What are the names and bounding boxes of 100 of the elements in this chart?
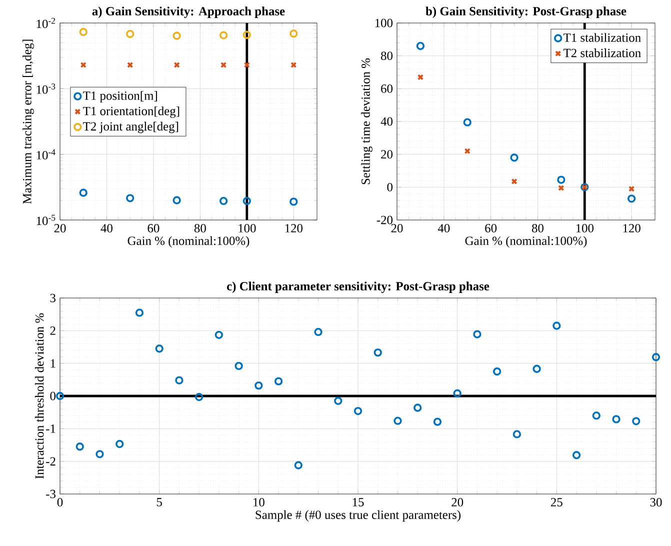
point — [473, 330, 482, 338]
point — [592, 412, 600, 420]
y-tick-label: 10$^{-2}$ — [36, 18, 55, 28]
point — [220, 62, 227, 68]
point — [416, 42, 425, 50]
x-tick-label: 120 — [623, 224, 640, 232]
point — [532, 364, 541, 373]
x-tick-label: 120 — [285, 224, 303, 232]
x-tick-label: 80 — [194, 224, 206, 232]
y-tick-label: -20 — [376, 216, 393, 224]
x-axis-title: Gain % (nominal:100%) — [465, 236, 587, 248]
x-tick-label: 15 — [352, 498, 364, 506]
point — [627, 194, 636, 203]
point — [314, 328, 322, 336]
y-axis-title: Settling time deviation % — [361, 58, 372, 184]
y-tick-label: -3 — [46, 490, 56, 498]
point — [96, 450, 104, 458]
point — [294, 461, 302, 470]
point — [290, 62, 297, 68]
legend-label: T1 orientation[deg] — [83, 106, 180, 118]
point — [552, 322, 561, 330]
point — [557, 176, 566, 184]
point — [274, 377, 283, 386]
point — [244, 62, 250, 68]
point — [242, 30, 251, 39]
x-axis-title: Gain % (nominal:100%) — [128, 236, 250, 248]
point — [558, 184, 564, 192]
point — [175, 376, 184, 384]
point — [394, 416, 402, 425]
point — [463, 118, 472, 126]
y-axis-title: Maximum tracking error [m,deg] — [22, 40, 34, 204]
x-tick-label: 60 — [148, 224, 160, 232]
point — [135, 308, 144, 317]
x-tick-label: 100 — [238, 224, 256, 232]
y-tick-label: 60 — [381, 84, 393, 93]
chart-title: a) Gain Sensitivity: Approach phase — [92, 6, 285, 18]
y-tick-label: 10$^{-4}$ — [36, 149, 56, 160]
point — [219, 31, 228, 40]
point — [414, 404, 422, 412]
y-tick-label: 100 — [375, 18, 393, 28]
point — [242, 196, 251, 206]
legend-label: T2 joint angle[deg] — [83, 122, 178, 134]
chart-title: c) Client parameter sensitivity: Post-Grasp phase — [226, 282, 490, 293]
point — [511, 178, 518, 185]
point — [126, 62, 134, 68]
y-tick-label: -2 — [46, 457, 56, 466]
point — [612, 415, 620, 424]
point — [334, 396, 342, 405]
y-tick-label: 3 — [50, 294, 56, 302]
y-tick-label: 10$^{-5}$ — [36, 214, 56, 226]
x-tick-label: 10 — [254, 498, 264, 506]
point — [172, 32, 181, 40]
point — [76, 442, 84, 451]
point — [219, 196, 228, 206]
y-tick-label: 40 — [380, 117, 393, 126]
y-tick-label: 80 — [381, 52, 393, 60]
point — [512, 430, 522, 438]
point — [174, 62, 180, 68]
x-tick-label: 25 — [550, 498, 562, 506]
x-axis-title: Sample # (#0 uses true client parameters) — [256, 510, 461, 522]
y-tick-label: 0 — [387, 182, 393, 192]
x-tick-label: 40 — [438, 224, 450, 232]
y-tick-label: 10$^{-3}$ — [36, 84, 56, 94]
point — [80, 62, 86, 68]
chart-title: b) Gain Sensitivity: Post-Grasp phase — [426, 6, 626, 18]
point — [126, 194, 134, 202]
point — [354, 406, 362, 416]
y-tick-label: 1 — [50, 359, 56, 368]
point — [172, 196, 181, 204]
x-tick-label: 80 — [532, 224, 544, 232]
point — [464, 148, 470, 154]
point — [492, 367, 502, 376]
point — [290, 198, 298, 206]
point — [417, 74, 424, 80]
point — [234, 362, 243, 370]
y-axis-title: Interaction threshold deviation % — [34, 313, 44, 479]
point — [453, 389, 462, 398]
point — [79, 28, 88, 36]
point — [510, 154, 518, 162]
point — [652, 353, 660, 362]
point — [214, 330, 224, 340]
x-tick-label: 40 — [100, 224, 112, 232]
x-tick-label: 0 — [57, 498, 63, 506]
point — [194, 392, 204, 402]
legend-label: T2 stabilization — [563, 48, 641, 58]
x-tick-label: 100 — [576, 224, 594, 232]
y-tick-label: 20 — [381, 150, 393, 159]
y-tick-label: 2 — [50, 326, 56, 335]
legend-label: T1 stabilization — [563, 33, 641, 42]
point — [433, 418, 442, 426]
x-tick-label: 5 — [156, 498, 162, 506]
point — [290, 30, 298, 38]
point — [155, 344, 164, 353]
point — [79, 188, 88, 197]
x-tick-label: 20 — [452, 498, 464, 506]
legend-label: T1 position[m] — [83, 91, 157, 102]
point — [126, 30, 134, 38]
point — [254, 381, 263, 390]
y-tick-label: -1 — [46, 424, 56, 433]
point — [628, 186, 635, 192]
